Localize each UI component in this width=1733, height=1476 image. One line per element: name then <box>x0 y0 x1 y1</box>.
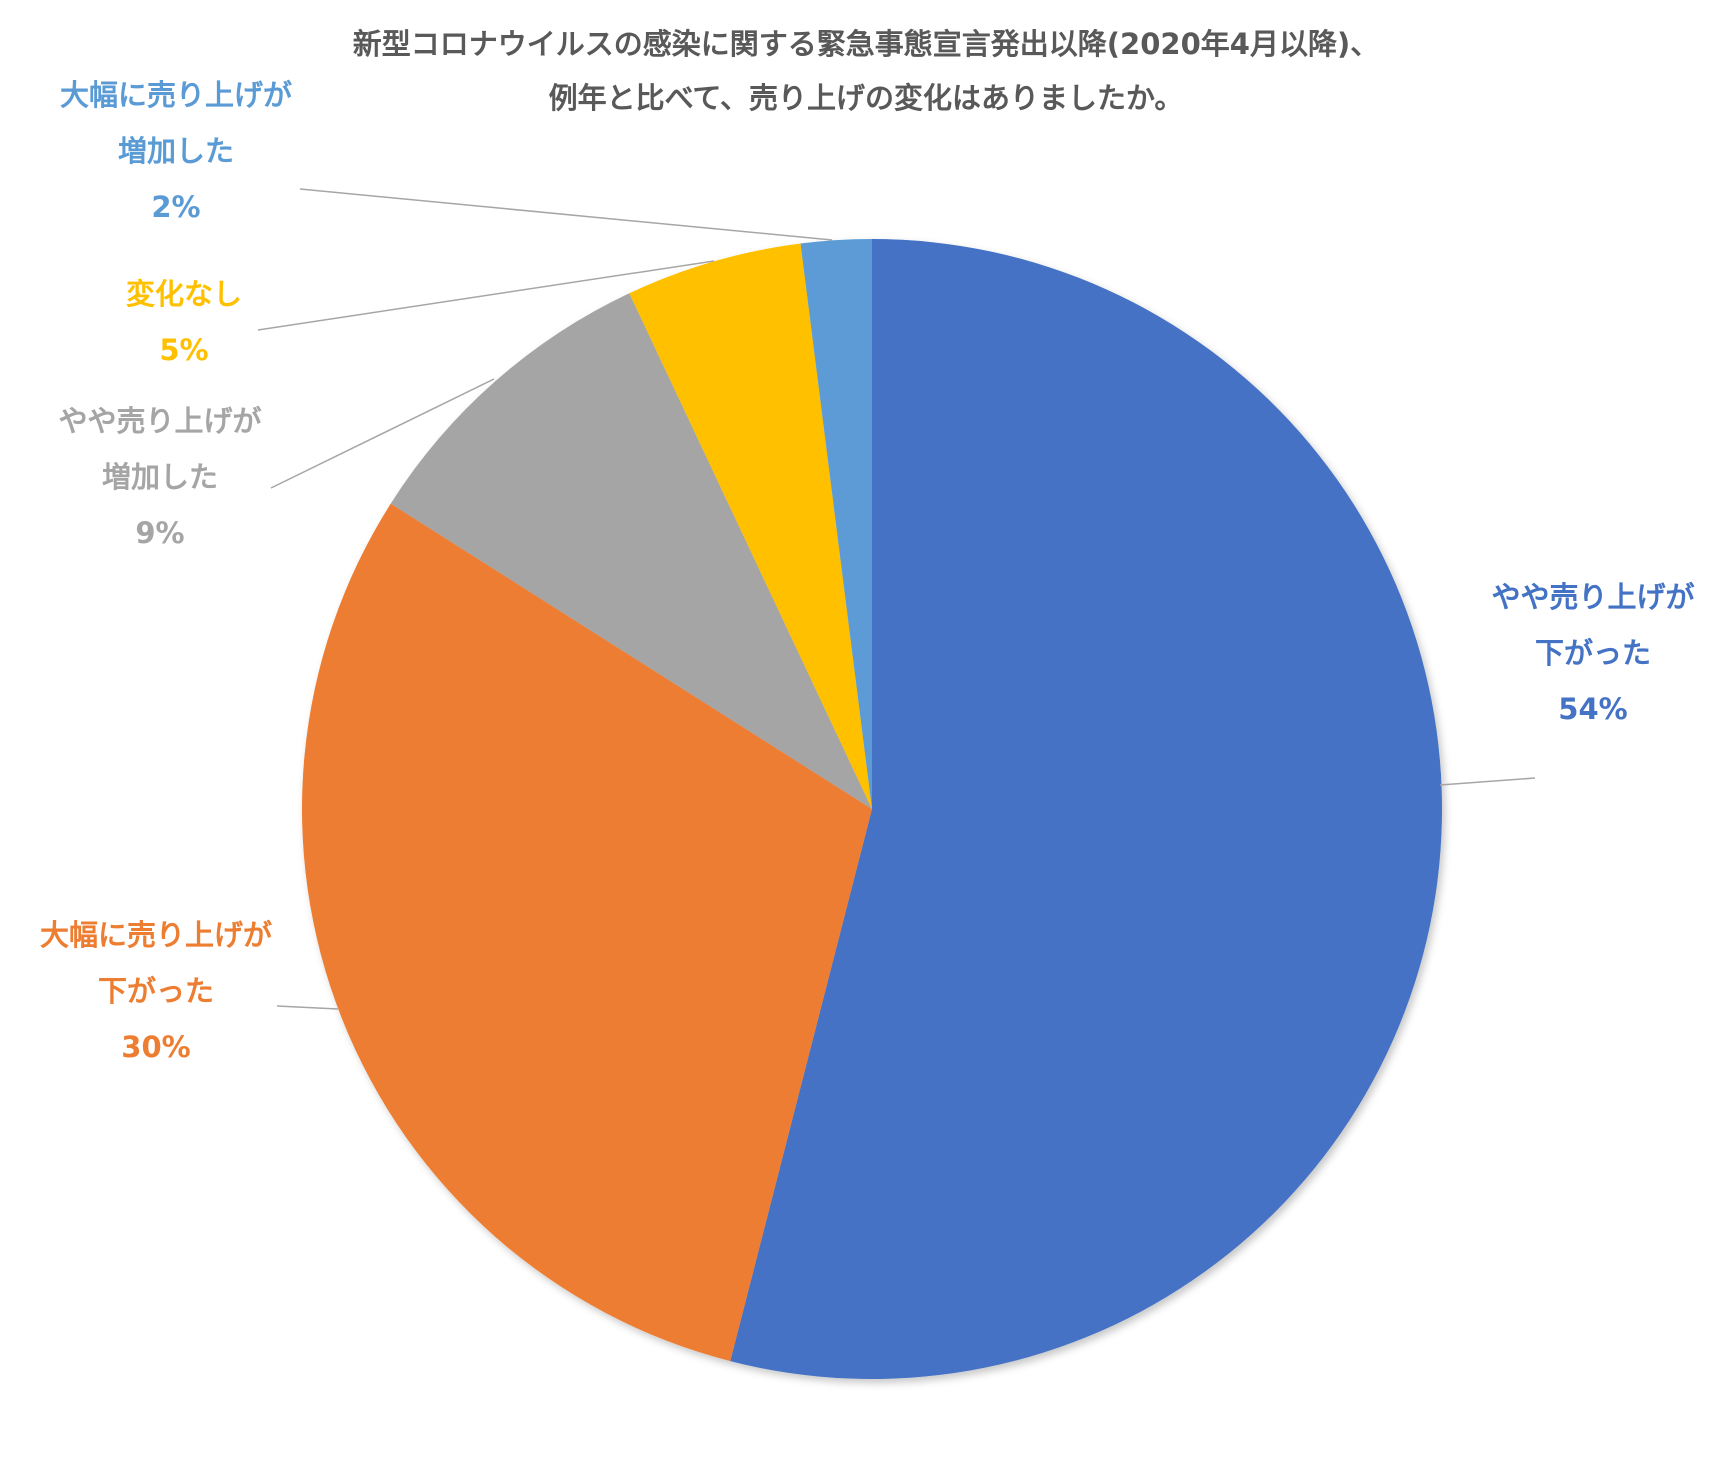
chart-title-line-2: 例年と比べて、売り上げの変化はありましたか。 <box>549 81 1184 115</box>
leader-line-3 <box>270 378 495 489</box>
pie-slices <box>301 239 1442 1379</box>
leader-line-2 <box>276 1005 339 1010</box>
slice-category-label-4: 変化なし <box>126 277 242 311</box>
chart-title: 新型コロナウイルスの感染に関する緊急事態宣言発出以降(2020年4月以降)、 例… <box>353 27 1379 115</box>
slice-category-label-5: 大幅に売り上げが <box>60 78 292 112</box>
slice-category-label-3: やや売り上げが <box>58 404 261 438</box>
pie-slice-5 <box>800 239 872 809</box>
pie-slice-2 <box>301 503 872 1362</box>
slice-category-label-2: 大幅に売り上げが <box>40 918 272 952</box>
slice-value-label-3: 9% <box>135 516 184 550</box>
slice-value-label-1: 54% <box>1558 692 1627 726</box>
pie-slice-3 <box>390 293 872 810</box>
slice-category-label-3: 増加した <box>102 460 218 494</box>
slice-value-label-4: 5% <box>159 333 208 367</box>
leader-lines <box>257 188 1536 1010</box>
leader-line-5 <box>299 188 833 241</box>
slice-category-label-1: 下がった <box>1535 636 1651 670</box>
chart-title-line-1: 新型コロナウイルスの感染に関する緊急事態宣言発出以降(2020年4月以降)、 <box>353 27 1379 61</box>
slice-category-label-1: やや売り上げが <box>1491 580 1694 614</box>
slice-category-label-5: 増加した <box>118 134 234 168</box>
pie-slice-1 <box>730 239 1442 1379</box>
leader-line-1 <box>1439 777 1536 786</box>
slice-category-label-2: 下がった <box>98 974 214 1008</box>
leader-line-4 <box>257 260 715 331</box>
slice-value-label-2: 30% <box>121 1030 190 1064</box>
slice-labels: やや売り上げが下がった54%大幅に売り上げが下がった30%やや売り上げが増加した… <box>40 78 1695 1064</box>
pie-slice-4 <box>629 243 872 809</box>
slice-value-label-5: 2% <box>151 190 200 224</box>
